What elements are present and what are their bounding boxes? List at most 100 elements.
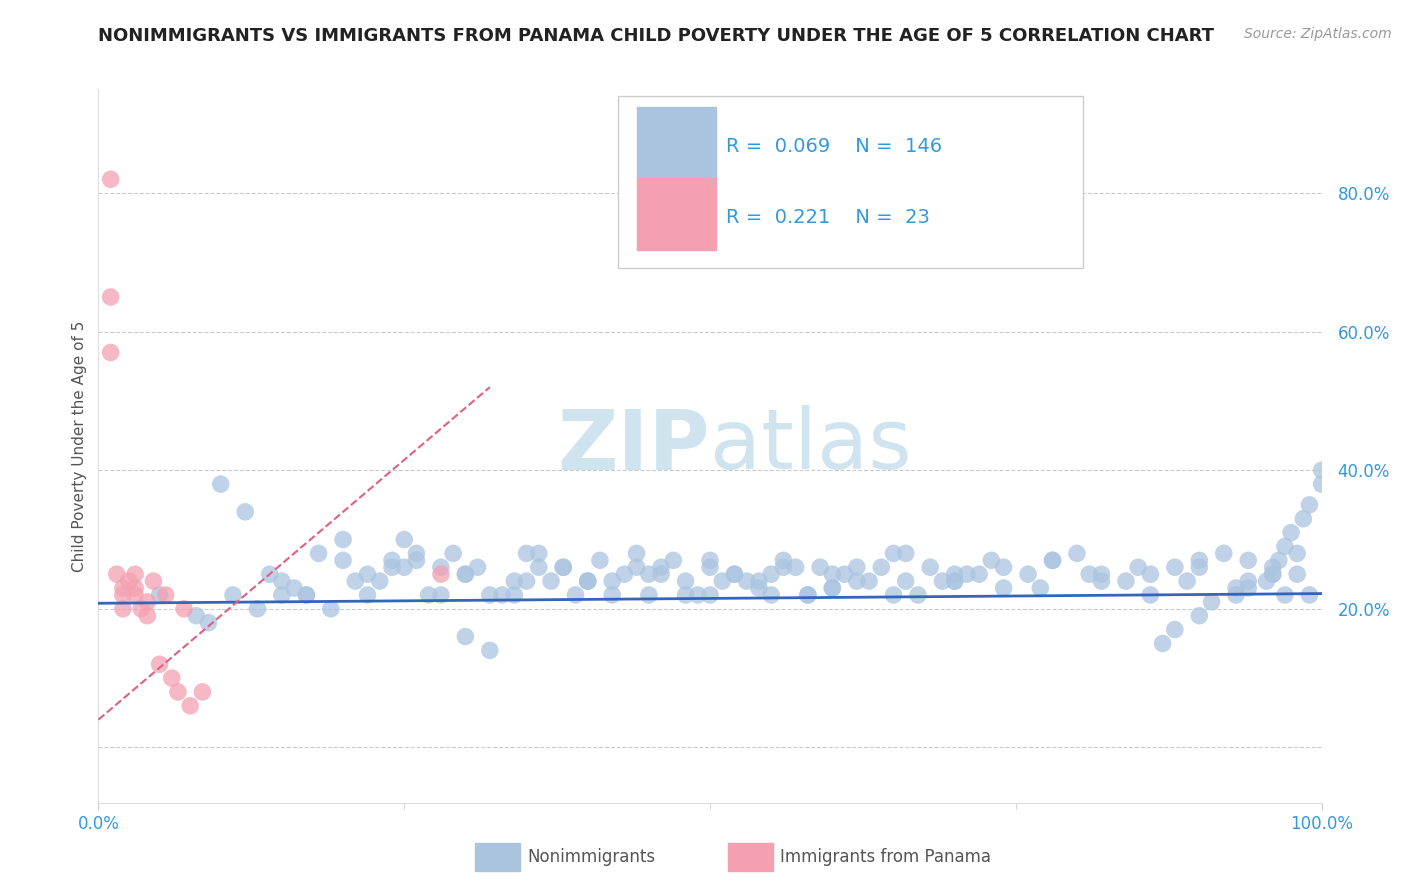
Point bbox=[149, 657, 172, 672]
Point bbox=[1261, 567, 1284, 582]
Point bbox=[993, 560, 1015, 574]
Point bbox=[564, 588, 586, 602]
Point bbox=[186, 608, 208, 623]
Point bbox=[600, 588, 623, 602]
Point bbox=[129, 602, 152, 616]
Point bbox=[1029, 581, 1052, 595]
Point bbox=[100, 172, 122, 186]
Point bbox=[441, 546, 464, 560]
Point bbox=[748, 581, 770, 595]
Point bbox=[467, 560, 489, 574]
Point bbox=[392, 560, 416, 574]
Point bbox=[527, 560, 550, 574]
Point bbox=[1279, 525, 1302, 540]
Point bbox=[233, 505, 256, 519]
Point bbox=[1286, 546, 1309, 560]
Point bbox=[870, 560, 893, 574]
Point bbox=[454, 630, 477, 644]
Point bbox=[699, 588, 721, 602]
Point bbox=[136, 595, 159, 609]
Point bbox=[167, 685, 190, 699]
Point bbox=[124, 581, 146, 595]
Point bbox=[405, 546, 427, 560]
Point bbox=[124, 588, 146, 602]
Point bbox=[430, 560, 453, 574]
Point bbox=[344, 574, 367, 588]
Point bbox=[283, 581, 305, 595]
Point bbox=[576, 574, 599, 588]
Point bbox=[111, 581, 134, 595]
Point bbox=[1164, 623, 1187, 637]
Y-axis label: Child Poverty Under the Age of 5: Child Poverty Under the Age of 5 bbox=[72, 320, 87, 572]
Point bbox=[454, 567, 477, 582]
Point bbox=[405, 553, 427, 567]
Point bbox=[723, 567, 745, 582]
Point bbox=[100, 290, 122, 304]
Point bbox=[1175, 574, 1198, 588]
Point bbox=[1164, 560, 1187, 574]
Point bbox=[111, 602, 134, 616]
Point bbox=[711, 574, 734, 588]
Point bbox=[503, 588, 526, 602]
Point bbox=[124, 567, 146, 582]
Point bbox=[894, 574, 917, 588]
Point bbox=[1268, 553, 1291, 567]
Point bbox=[735, 574, 758, 588]
Point bbox=[821, 581, 844, 595]
Point bbox=[1292, 512, 1315, 526]
Point bbox=[699, 560, 721, 574]
Point bbox=[381, 560, 404, 574]
Text: Nonimmigrants: Nonimmigrants bbox=[527, 848, 655, 866]
Point bbox=[197, 615, 219, 630]
Point bbox=[797, 588, 820, 602]
Point bbox=[1128, 560, 1150, 574]
Point bbox=[845, 574, 868, 588]
Point bbox=[723, 567, 745, 582]
Point bbox=[662, 553, 685, 567]
Point bbox=[118, 574, 141, 588]
Point bbox=[1298, 498, 1320, 512]
Point bbox=[980, 553, 1002, 567]
Point bbox=[270, 588, 294, 602]
Point bbox=[503, 574, 526, 588]
Point bbox=[540, 574, 562, 588]
Point bbox=[761, 588, 783, 602]
Text: NONIMMIGRANTS VS IMMIGRANTS FROM PANAMA CHILD POVERTY UNDER THE AGE OF 5 CORRELA: NONIMMIGRANTS VS IMMIGRANTS FROM PANAMA … bbox=[98, 27, 1215, 45]
Point bbox=[686, 588, 709, 602]
Point bbox=[894, 546, 917, 560]
Point bbox=[808, 560, 831, 574]
Point bbox=[430, 567, 453, 582]
Point bbox=[907, 588, 929, 602]
Point bbox=[105, 567, 128, 582]
Point bbox=[332, 553, 354, 567]
Point bbox=[576, 574, 599, 588]
Point bbox=[259, 567, 281, 582]
Text: atlas: atlas bbox=[710, 406, 911, 486]
Point bbox=[527, 546, 550, 560]
Point bbox=[834, 567, 856, 582]
Point bbox=[699, 553, 721, 567]
Point bbox=[1152, 636, 1174, 650]
Point bbox=[821, 581, 844, 595]
Point bbox=[246, 602, 269, 616]
Point bbox=[319, 602, 342, 616]
Point bbox=[1188, 608, 1211, 623]
Point bbox=[772, 553, 794, 567]
Point bbox=[967, 567, 990, 582]
Text: Immigrants from Panama: Immigrants from Panama bbox=[780, 848, 991, 866]
Point bbox=[1261, 567, 1284, 582]
Point bbox=[675, 574, 697, 588]
Point bbox=[270, 574, 294, 588]
Point bbox=[637, 588, 661, 602]
Point bbox=[1066, 546, 1088, 560]
Point bbox=[1139, 567, 1161, 582]
Point bbox=[748, 574, 770, 588]
Point bbox=[1078, 567, 1101, 582]
Point bbox=[295, 588, 318, 602]
Point bbox=[179, 698, 201, 713]
Point bbox=[1286, 567, 1309, 582]
Point bbox=[222, 588, 245, 602]
Point bbox=[931, 574, 953, 588]
Point bbox=[191, 685, 214, 699]
Point bbox=[356, 588, 378, 602]
